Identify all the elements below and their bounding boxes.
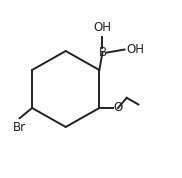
Text: O: O bbox=[114, 101, 123, 114]
Text: B: B bbox=[98, 46, 106, 59]
Text: OH: OH bbox=[126, 43, 144, 56]
Text: OH: OH bbox=[94, 20, 112, 33]
Text: Br: Br bbox=[13, 121, 26, 134]
